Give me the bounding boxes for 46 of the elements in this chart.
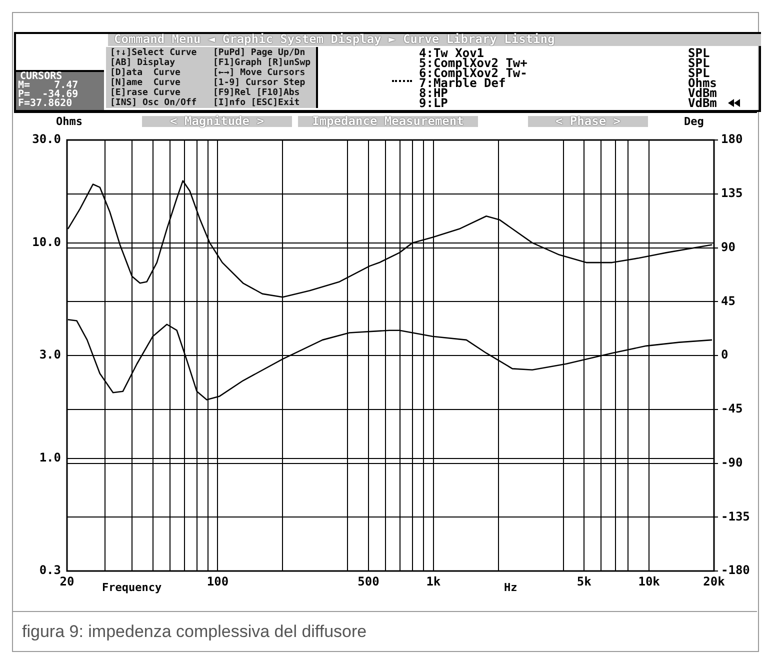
text: [N]ame Curve — [110, 78, 180, 88]
text: [AB] Display — [110, 58, 176, 68]
y-tick-label: 0.3 — [39, 563, 61, 578]
text: [F1]Graph [R]unSwp — [213, 58, 311, 68]
text: P= -34.69 — [18, 89, 78, 100]
y-tick-label: 3.0 — [39, 348, 61, 362]
y2-tick-label: 135 — [721, 186, 743, 200]
text: CURSORS — [20, 71, 62, 82]
text: [I]nfo [ESC]Exit — [213, 98, 300, 108]
text: [E]rase Curve — [110, 88, 180, 98]
y-tick-label: 30.0 — [32, 132, 61, 146]
text: [D]ata Curve — [110, 68, 180, 78]
y2-tick-label: -90 — [721, 455, 743, 470]
text: M= 7.47 — [18, 80, 78, 91]
y2-tick-label: 0 — [721, 348, 728, 362]
text: [←→] Move Cursors — [213, 68, 306, 78]
text: Hz — [502, 581, 520, 594]
text: < Magnitude > — [142, 114, 292, 128]
x-tick-label: 500 — [358, 574, 380, 588]
y2-tick-label: 90 — [721, 240, 736, 254]
y2-tick-label: 180 — [721, 132, 743, 146]
text: 9:LP — [419, 96, 448, 110]
y-axis-title: Ohms — [56, 115, 82, 128]
text: < Phase > — [528, 114, 648, 128]
text: [1-9] Cursor Step — [213, 78, 306, 88]
text: F=37.8620 — [18, 98, 72, 109]
y-tick-label: 1.0 — [39, 450, 61, 464]
text: [F9]Rel [F10]Abs — [213, 88, 300, 98]
x-tick-label: 1k — [426, 574, 442, 588]
text: [INS] Osc On/Off — [110, 98, 197, 108]
text: VdBm — [688, 96, 717, 110]
x-tick-label: 20 — [60, 574, 74, 588]
chart-title: Impedance Measurement — [298, 114, 478, 128]
y2-tick-label: -45 — [721, 402, 743, 416]
text: [↑↓]Select Curve — [110, 48, 197, 58]
y2-axis-title: Deg — [684, 115, 704, 128]
y-tick-label: 10.0 — [32, 234, 61, 249]
x-tick-label: 5k — [576, 574, 592, 588]
y2-tick-label: 45 — [721, 294, 736, 308]
x-tick-label: 10k — [638, 574, 661, 588]
text: [PuPd] Page Up/Dn — [213, 48, 306, 58]
text: Command Menu ◄ Graphic System Display ► Curve Library Listing — [108, 32, 761, 46]
y2-tick-label: -135 — [721, 509, 750, 524]
text: figura 9: impedenza complessiva del diffusore — [22, 622, 367, 642]
x-tick-label: 100 — [206, 574, 229, 588]
x-axis-title: Frequency — [100, 581, 164, 594]
